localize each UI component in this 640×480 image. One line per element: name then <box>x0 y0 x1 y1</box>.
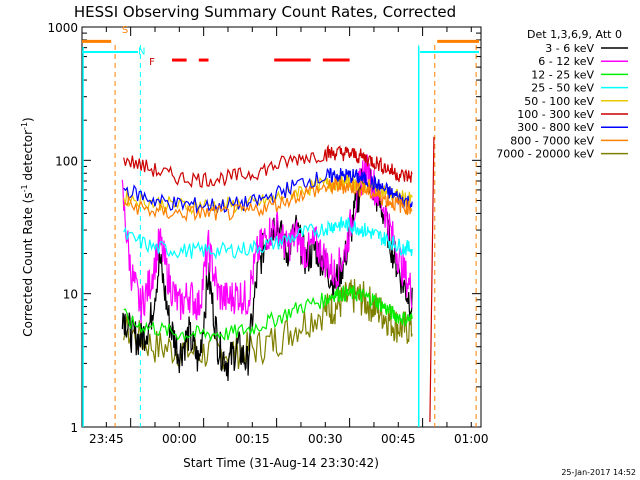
flag-label: S <box>122 25 128 36</box>
plot-frame <box>81 26 482 428</box>
series-line <box>123 167 413 215</box>
chart-title: HESSI Observing Summary Count Rates, Cor… <box>74 3 456 21</box>
legend-entry-label: 300 - 800 keV <box>517 121 594 134</box>
series-layer <box>121 136 435 423</box>
y-axis-label: Corrected Count Rate (s-1 detector-1) <box>20 117 35 336</box>
y-tick-label: 1 <box>70 421 78 435</box>
x-tick-label: 01:00 <box>454 432 489 446</box>
series-spike <box>429 136 435 423</box>
x-tick-label: 00:45 <box>381 432 416 446</box>
flag-label: F <box>149 57 155 68</box>
x-tick-label: 23:45 <box>89 432 124 446</box>
x-tick-label: 00:00 <box>162 432 197 446</box>
y-tick-label: 100 <box>55 154 78 168</box>
axis-ticks: 1 10 100 1000 23:45 00:00 00:15 00:30 00:45 01:00 <box>47 21 488 446</box>
series-line <box>123 216 413 260</box>
legend-entry-label: 6 - 12 keV <box>538 55 594 68</box>
legend-header: Det 1,3,6,9, Att 0 <box>527 28 622 41</box>
x-tick-label: 00:15 <box>235 432 270 446</box>
y-tick-label: 1000 <box>47 21 78 35</box>
y-tick-label: 10 <box>63 288 78 302</box>
legend-entry-label: 100 - 300 keV <box>517 108 594 121</box>
attenuator-lines <box>82 45 477 427</box>
legend-entry-label: 12 - 25 keV <box>531 68 594 81</box>
series-line <box>123 144 413 189</box>
legend-entry-label: 3 - 6 keV <box>545 42 594 55</box>
legend-entry-label: 7000 - 20000 keV <box>496 148 594 161</box>
footer-timestamp: 25-Jan-2017 14:52 <box>561 468 636 477</box>
series-line <box>123 278 413 370</box>
series-line <box>123 176 413 223</box>
legend-entry-label: 25 - 50 keV <box>531 82 594 95</box>
flags-layer: SNF <box>82 25 479 68</box>
legend-entry-label: 50 - 100 keV <box>524 95 594 108</box>
x-axis-label: Start Time (31-Aug-14 23:30:42) <box>183 456 379 470</box>
series-line <box>121 154 413 324</box>
legend-entry-label: 800 - 7000 keV <box>510 134 594 147</box>
x-tick-label: 00:30 <box>308 432 343 446</box>
flag-label: N <box>138 47 145 58</box>
series-line <box>123 284 413 343</box>
